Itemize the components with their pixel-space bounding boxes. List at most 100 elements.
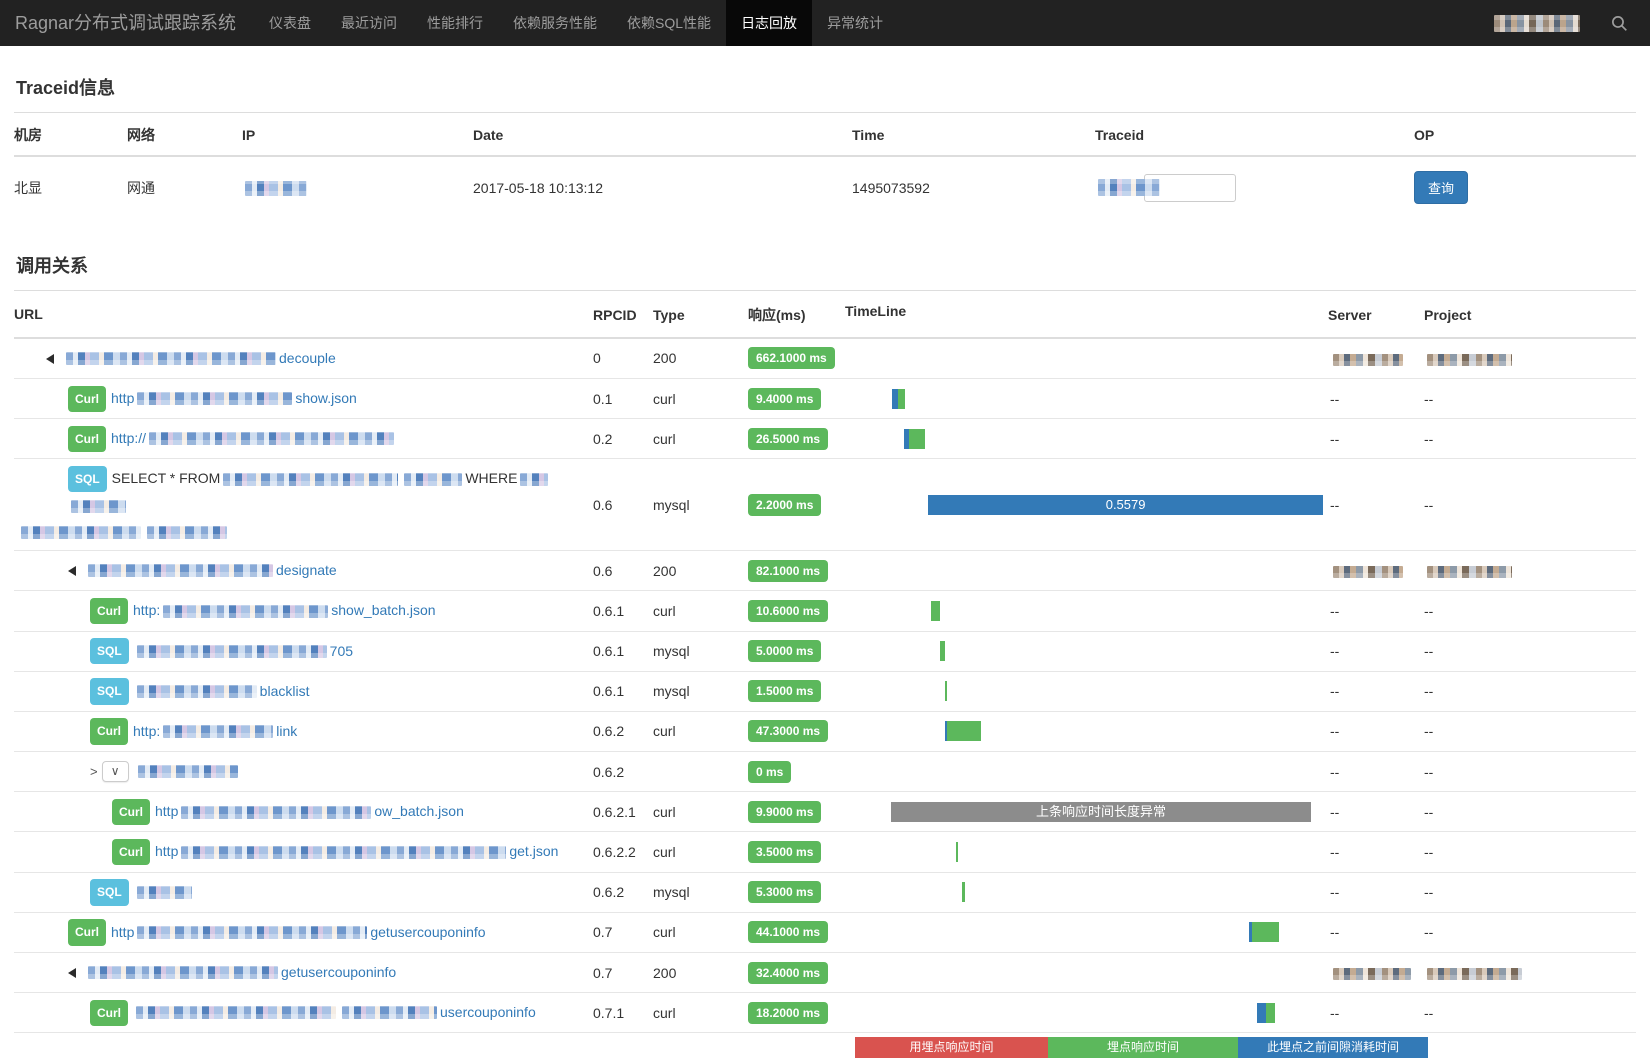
url-link[interactable]: http — [111, 389, 135, 406]
url-link[interactable]: usercouponinfo — [440, 1004, 536, 1021]
project-value: -- — [1424, 924, 1434, 941]
response-cell: 9.4000 ms — [748, 387, 845, 410]
type-value: 200 — [653, 964, 677, 981]
table-row: Curl usercouponinfo 0.7.1 curl 18.2000 ms -- -… — [14, 993, 1636, 1034]
type-value: curl — [653, 924, 676, 941]
response-cell: 3.5000 ms — [748, 841, 845, 864]
nav-item[interactable]: 依赖服务性能 — [513, 15, 598, 31]
curl-badge: Curl — [90, 999, 128, 1027]
timeline-bar — [944, 681, 948, 702]
query-button[interactable]: 查询 — [1414, 171, 1469, 204]
timeline-bar: 上条响应时间长度异常 — [890, 801, 1312, 822]
type-value: curl — [653, 1004, 676, 1021]
redacted-pixels — [223, 472, 399, 486]
server-value: -- — [1330, 763, 1340, 780]
url-link[interactable]: http:// — [111, 430, 147, 447]
table-row: getusercouponinfo 0.7 200 32.4000 ms — [14, 953, 1636, 994]
timeline-cell — [845, 712, 1328, 751]
redacted-pixels — [21, 526, 141, 539]
url-link[interactable]: http: — [133, 722, 161, 739]
redacted-pixels — [136, 684, 257, 698]
project-value: -- — [1424, 643, 1434, 660]
nav-item[interactable]: 依赖SQL性能 — [627, 15, 712, 31]
url-link[interactable]: link — [276, 722, 298, 739]
project-value: -- — [1424, 803, 1434, 820]
url-link[interactable]: decouple — [279, 349, 336, 366]
nav-item[interactable]: 性能排行 — [427, 15, 484, 31]
table-row: Curl http show.json 0.1 curl 9.4000 ms -- -- — [14, 379, 1636, 420]
rpcid-value: 0.6 — [593, 562, 613, 579]
url-link[interactable]: show_batch.json — [331, 602, 436, 619]
date-value: 2017-05-18 10:13:12 — [473, 179, 603, 196]
server-value: -- — [1330, 723, 1340, 740]
url-cell: SQL SELECT * FROM WHERE — [14, 459, 593, 550]
column-header: Time — [852, 127, 885, 143]
nav-item[interactable]: 日志回放 — [726, 0, 813, 46]
server-value: -- — [1330, 1004, 1340, 1021]
ip-value-redacted — [242, 165, 473, 210]
url-link[interactable]: http — [155, 843, 179, 860]
response-cell: 18.2000 ms — [748, 1001, 845, 1024]
timeline-cell — [845, 672, 1328, 711]
server-value — [1328, 965, 1424, 981]
timeline-cell: 0.5579 — [845, 459, 1328, 550]
url-link[interactable]: getusercouponinfo — [281, 964, 397, 980]
timeline-cell — [845, 632, 1328, 671]
timeline-cell — [845, 379, 1328, 418]
type-value: curl — [653, 430, 676, 447]
url-cell: SQL — [14, 873, 593, 912]
response-time-badge: 18.2000 ms — [748, 1001, 829, 1024]
collapse-icon[interactable] — [68, 967, 76, 978]
table-row: > ∨ 0.6.2 0 ms -- -- — [14, 752, 1636, 793]
response-cell: 5.3000 ms — [748, 881, 845, 904]
curl-badge: Curl — [68, 385, 106, 412]
url-cell: Curl http show.json — [14, 379, 593, 418]
url-link[interactable]: 705 — [329, 642, 354, 659]
timeline-bar — [891, 388, 899, 409]
table-row: Curl http: link 0.6.2 curl 47.3000 ms -- -- — [14, 712, 1636, 753]
user-account-redacted[interactable] — [1494, 14, 1580, 32]
nav-item[interactable]: 异常统计 — [827, 15, 884, 31]
url-link[interactable]: http — [155, 803, 179, 820]
url-link[interactable]: getusercouponinfo — [370, 923, 486, 940]
nav-item[interactable]: 最近访问 — [341, 15, 398, 31]
redacted-pixels — [181, 805, 372, 819]
timeline-bar — [1248, 922, 1252, 943]
legend-item: 埋点响应时间 — [1048, 1037, 1238, 1059]
server-value: -- — [1330, 643, 1340, 660]
server-value: -- — [1330, 683, 1340, 700]
type-value: mysql — [653, 884, 690, 901]
project-value: -- — [1424, 1004, 1434, 1021]
column-header: Date — [473, 127, 504, 143]
project-value: -- — [1424, 884, 1434, 901]
chevron-down-icon[interactable]: ∨ — [101, 761, 129, 783]
traceid-input[interactable] — [1144, 173, 1236, 202]
url-link[interactable]: http — [111, 923, 135, 940]
url-link[interactable]: blacklist — [259, 682, 310, 699]
url-cell: Curl http get.json — [14, 832, 593, 871]
redacted-pixels — [136, 885, 192, 899]
column-header: Type — [653, 306, 685, 323]
project-value: -- — [1424, 390, 1434, 407]
url-link[interactable]: designate — [276, 562, 337, 579]
url-link[interactable]: ow_batch.json — [374, 803, 464, 820]
timeline-cell — [845, 591, 1328, 630]
search-icon[interactable] — [1611, 15, 1628, 32]
collapse-icon[interactable] — [68, 565, 76, 576]
curl-badge: Curl — [112, 839, 150, 866]
collapse-icon[interactable] — [46, 353, 54, 364]
response-time-badge: 9.9000 ms — [748, 800, 822, 823]
response-time-badge: 1.5000 ms — [748, 680, 822, 703]
timeline-bar — [956, 842, 959, 863]
server-value: -- — [1330, 803, 1340, 820]
nav-item[interactable]: 仪表盘 — [269, 15, 312, 31]
rpcid-value: 0.6.2 — [593, 723, 625, 740]
response-cell: 10.6000 ms — [748, 599, 845, 622]
column-header: RPCID — [593, 306, 637, 323]
timeline-cell — [845, 913, 1328, 952]
url-link[interactable]: get.json — [509, 843, 559, 860]
response-time-badge: 5.3000 ms — [748, 881, 822, 904]
url-link[interactable]: show.json — [295, 389, 357, 406]
url-link[interactable]: http: — [133, 602, 161, 619]
redacted-pixels — [88, 564, 273, 578]
